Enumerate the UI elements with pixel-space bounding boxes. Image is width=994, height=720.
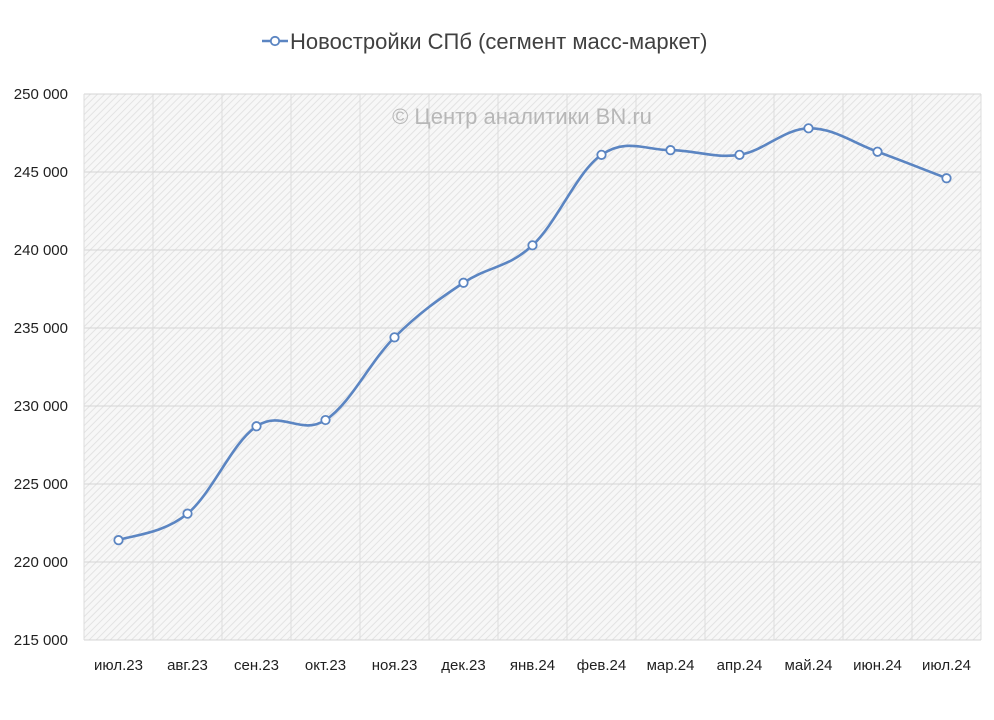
data-point (458, 277, 469, 288)
y-tick-label: 235 000 (14, 320, 68, 337)
x-axis-tick-labels: июл.23 авг.23 сен.23 окт.23 ноя.23 дек.23 янв.… (94, 657, 971, 674)
legend: Новостройки СПб (сегмент масс-маркет) (262, 29, 707, 54)
plot-background (84, 94, 981, 640)
data-point (113, 535, 124, 546)
x-tick-label: дек.23 (441, 657, 486, 674)
x-tick-label: май.24 (785, 657, 833, 674)
x-tick-label: янв.24 (510, 657, 555, 674)
vertical-gridlines (83, 94, 982, 640)
y-tick-label: 250 000 (14, 86, 68, 103)
x-tick-label: мар.24 (647, 657, 695, 674)
y-axis-tick-labels: 215 000 220 000 225 000 230 000 235 000 240 0… (14, 86, 68, 649)
x-tick-label: сен.23 (234, 657, 279, 674)
y-tick-label: 225 000 (14, 476, 68, 493)
x-tick-label: июн.24 (853, 657, 902, 674)
data-point (389, 332, 400, 343)
y-tick-label: 215 000 (14, 632, 68, 649)
data-point (320, 414, 331, 426)
data-point (596, 149, 607, 160)
x-tick-label: ноя.23 (372, 657, 418, 674)
x-tick-label: апр.24 (717, 657, 763, 674)
data-point (734, 149, 745, 160)
data-point (182, 508, 193, 519)
x-tick-label: окт.23 (305, 657, 346, 674)
data-point (251, 421, 262, 432)
y-tick-label: 220 000 (14, 554, 68, 571)
y-tick-label: 245 000 (14, 164, 68, 181)
legend-marker-sample (269, 35, 281, 47)
x-tick-label: авг.23 (167, 657, 208, 674)
legend-label: Новостройки СПб (сегмент масс-маркет) (290, 29, 707, 54)
watermark-annotation: © Центр аналитики BN.ru (392, 104, 652, 129)
y-tick-label: 240 000 (14, 242, 68, 259)
data-point (527, 240, 538, 251)
series-layer (113, 123, 952, 546)
data-point (803, 123, 814, 134)
x-tick-label: июл.24 (922, 657, 971, 674)
x-tick-label: фев.24 (577, 657, 627, 674)
data-point (665, 145, 676, 156)
y-tick-label: 230 000 (14, 398, 68, 415)
data-point (941, 173, 952, 184)
x-tick-label: июл.23 (94, 657, 143, 674)
data-point (872, 146, 883, 157)
